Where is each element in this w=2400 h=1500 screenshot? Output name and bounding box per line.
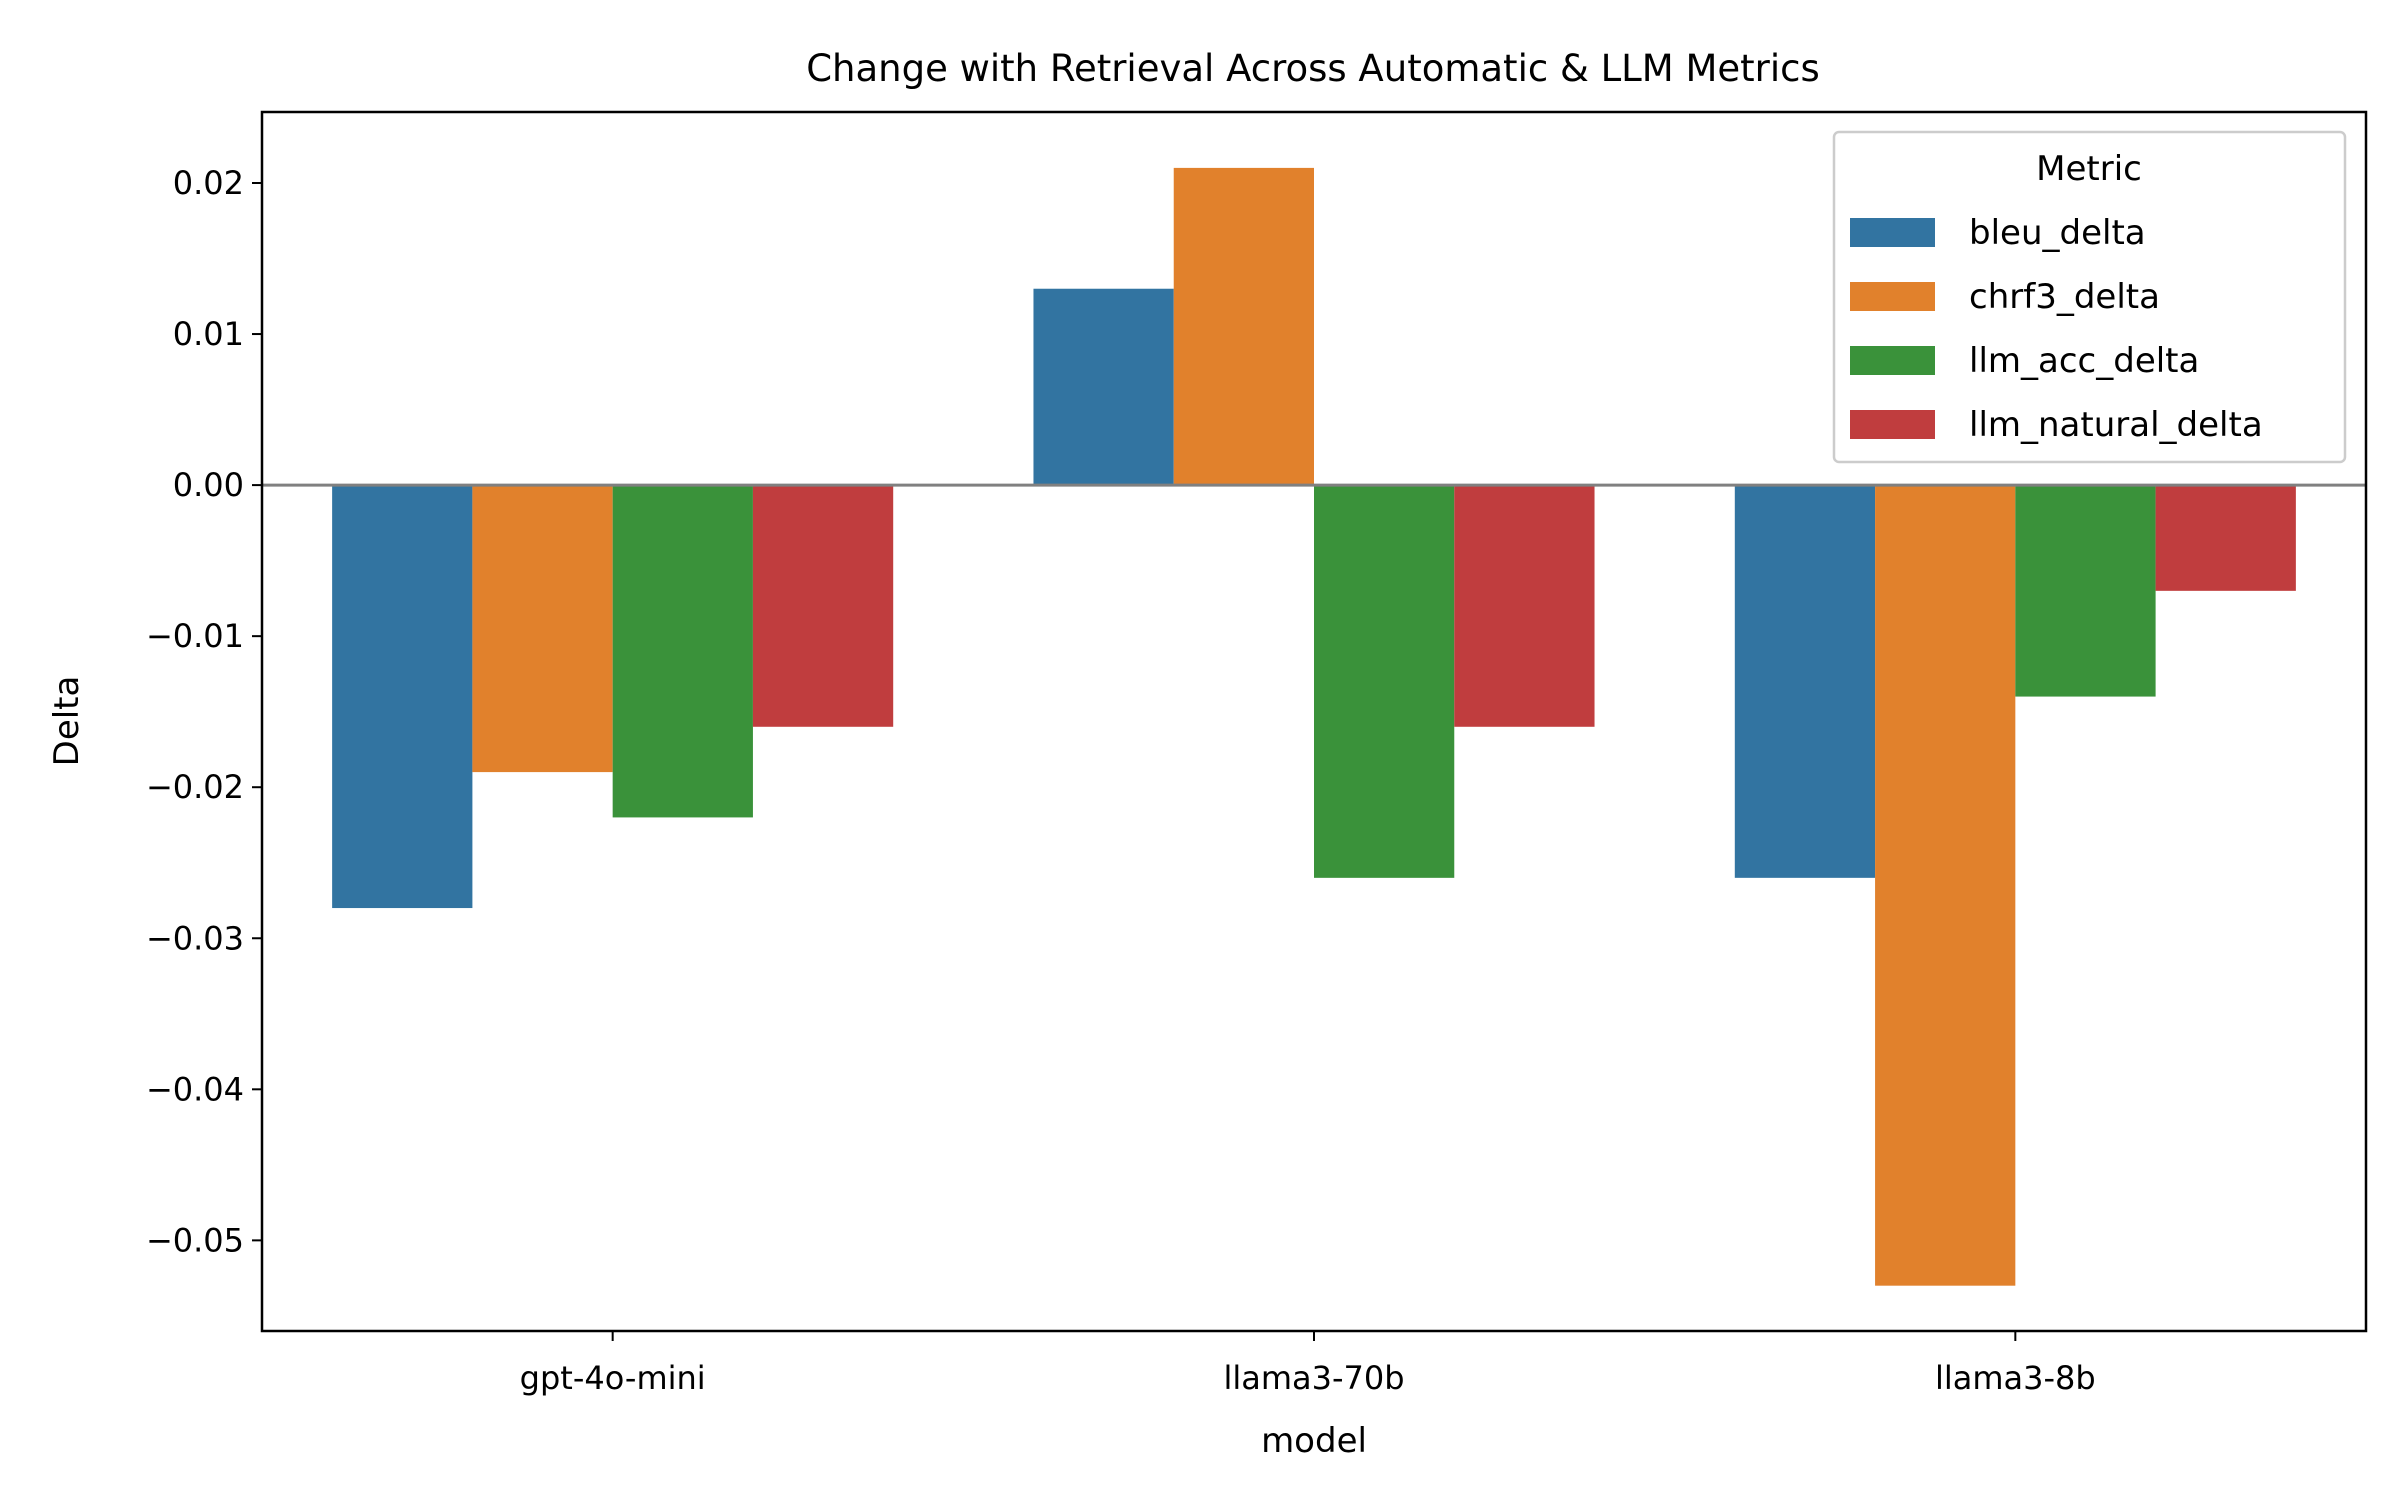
legend-label-llm_natural_delta: llm_natural_delta [1969, 405, 2263, 445]
legend-swatch-llm_acc_delta [1850, 346, 1935, 375]
legend-entries: bleu_delta chrf3_delta llm_acc_delta llm_na… [1850, 213, 2263, 445]
bars-layer [332, 167, 2296, 1286]
bar-bleu_delta-llama3-70b [1033, 288, 1174, 486]
y-tick-label: −0.05 [146, 1221, 244, 1259]
bar-llm_natural_delta-gpt-4o-mini [752, 485, 894, 727]
legend-title: Metric [2036, 149, 2142, 189]
chart-title: Change with Retrieval Across Automatic &… [806, 47, 1820, 90]
legend-label-chrf3_delta: chrf3_delta [1969, 277, 2160, 317]
bar-llm_natural_delta-llama3-70b [1454, 485, 1595, 727]
x-axis-label: model [1261, 1421, 1367, 1461]
x-tick-label: llama3-70b [1223, 1359, 1404, 1397]
bar-llm_acc_delta-llama3-70b [1314, 485, 1455, 878]
y-tick-label: 0.01 [173, 315, 244, 353]
bar-chrf3_delta-llama3-8b [1875, 485, 2016, 1286]
bar-bleu_delta-llama3-8b [1734, 485, 1876, 878]
y-axis: 0.02 0.01 0.00 −0.01 −0.02 −0.03 −0.04 −0.05 [146, 164, 262, 1259]
x-tick-label: gpt-4o-mini [520, 1359, 706, 1397]
legend-box [1832, 130, 2347, 464]
legend-swatch-bleu_delta [1850, 218, 1935, 247]
y-tick-label: −0.03 [146, 919, 244, 957]
y-tick-label: 0.00 [173, 466, 244, 504]
y-tick-label: −0.02 [146, 768, 244, 806]
x-axis: gpt-4o-mini llama3-70b llama3-8b [520, 1331, 2096, 1397]
bar-chrf3_delta-gpt-4o-mini [472, 485, 613, 773]
y-tick-label: −0.04 [146, 1070, 244, 1108]
legend-swatch-chrf3_delta [1850, 282, 1935, 311]
bar-chrf3_delta-llama3-70b [1173, 167, 1314, 486]
legend: Metric bleu_delta chrf3_delta llm_acc_delt… [1832, 130, 2347, 464]
legend-label-llm_acc_delta: llm_acc_delta [1969, 341, 2199, 381]
y-tick-label: 0.02 [173, 164, 244, 202]
bar-llm_acc_delta-gpt-4o-mini [612, 485, 753, 818]
bar-llm_acc_delta-llama3-8b [2015, 485, 2156, 697]
bar-bleu_delta-gpt-4o-mini [332, 485, 473, 909]
bar-llm_natural_delta-llama3-8b [2155, 485, 2296, 591]
y-axis-label: Delta [47, 676, 87, 767]
legend-swatch-llm_natural_delta [1850, 410, 1935, 439]
x-tick-label: llama3-8b [1935, 1359, 2096, 1397]
legend-label-bleu_delta: bleu_delta [1969, 213, 2146, 253]
y-tick-label: −0.01 [146, 617, 244, 655]
